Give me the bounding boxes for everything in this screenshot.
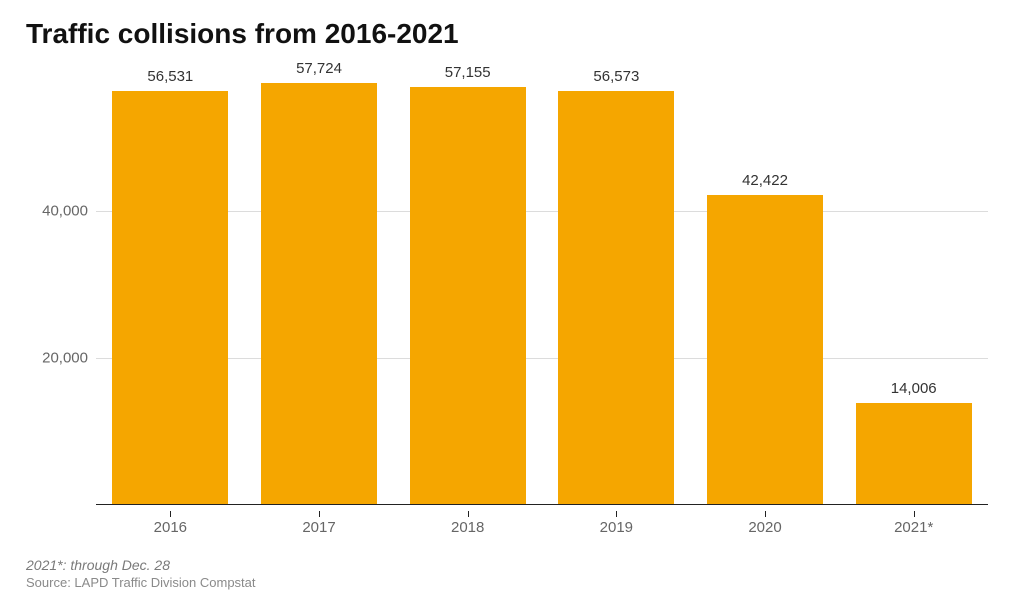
xlabel-text-3: 2019 xyxy=(600,519,633,536)
xtick-2 xyxy=(468,511,469,517)
bar-value-label-5: 14,006 xyxy=(839,380,988,403)
bar-3 xyxy=(558,91,674,505)
chart-footnotes: 2021*: through Dec. 28 Source: LAPD Traf… xyxy=(26,553,998,590)
xlabel-1: 2017 xyxy=(245,511,394,545)
bar-slot-5: 14,006 xyxy=(839,66,988,505)
xtick-5 xyxy=(914,511,915,517)
xtick-4 xyxy=(765,511,766,517)
chart-source: Source: LAPD Traffic Division Compstat xyxy=(26,575,998,590)
xlabel-2: 2018 xyxy=(393,511,542,545)
chart-container: Traffic collisions from 2016-2021 20,000… xyxy=(0,0,1024,600)
bar-value-label-0: 56,531 xyxy=(96,68,245,91)
xlabel-text-0: 2016 xyxy=(154,519,187,536)
bar-value-label-3: 56,573 xyxy=(542,68,691,91)
xtick-3 xyxy=(616,511,617,517)
xlabel-3: 2019 xyxy=(542,511,691,545)
x-axis-baseline xyxy=(96,504,988,505)
xlabel-0: 2016 xyxy=(96,511,245,545)
x-axis-labels: 2016 2017 2018 2019 2020 2021* xyxy=(96,511,988,545)
bars-row: 56,531 57,724 57,155 56,573 42,422 xyxy=(96,66,988,505)
ytick-label-0: 20,000 xyxy=(42,349,96,366)
bar-0 xyxy=(112,91,228,505)
xlabel-4: 2020 xyxy=(691,511,840,545)
chart-title: Traffic collisions from 2016-2021 xyxy=(26,18,998,50)
xlabel-text-4: 2020 xyxy=(748,519,781,536)
bar-1 xyxy=(261,83,377,505)
bar-2 xyxy=(410,87,526,505)
xlabel-text-1: 2017 xyxy=(302,519,335,536)
bar-5 xyxy=(856,403,972,505)
xlabel-text-5: 2021* xyxy=(894,519,933,536)
bar-slot-2: 57,155 xyxy=(393,66,542,505)
xtick-1 xyxy=(319,511,320,517)
bar-slot-4: 42,422 xyxy=(691,66,840,505)
ytick-label-1: 40,000 xyxy=(42,203,96,220)
bar-value-label-1: 57,724 xyxy=(245,60,394,83)
bar-slot-0: 56,531 xyxy=(96,66,245,505)
bar-slot-1: 57,724 xyxy=(245,66,394,505)
chart-area: 20,000 40,000 56,531 57,724 57,155 xyxy=(26,66,998,545)
plot-area: 20,000 40,000 56,531 57,724 57,155 xyxy=(96,66,988,505)
bar-slot-3: 56,573 xyxy=(542,66,691,505)
xtick-0 xyxy=(170,511,171,517)
bar-value-label-4: 42,422 xyxy=(691,172,840,195)
xlabel-5: 2021* xyxy=(839,511,988,545)
chart-footnote: 2021*: through Dec. 28 xyxy=(26,557,998,573)
bar-value-label-2: 57,155 xyxy=(393,64,542,87)
xlabel-text-2: 2018 xyxy=(451,519,484,536)
bar-4 xyxy=(707,195,823,505)
